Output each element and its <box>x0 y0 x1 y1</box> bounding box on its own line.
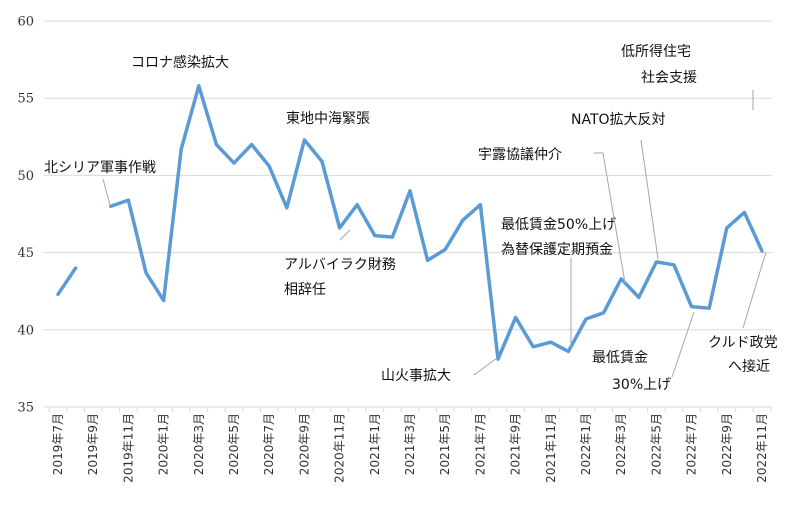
annotation-text: 社会支援 <box>641 70 697 86</box>
x-tick-label: 2021年7月 <box>473 413 487 475</box>
gridlines <box>44 20 772 408</box>
annotation-text: 相辞任 <box>284 282 326 298</box>
x-tick-label: 2021年1月 <box>368 413 382 475</box>
annotation-leader <box>339 229 351 241</box>
annotation: 北シリア軍事作戦 <box>44 160 156 206</box>
annotation-leader <box>473 357 498 376</box>
x-tick-label: 2022年7月 <box>685 413 699 475</box>
annotation-text: 東地中海緊張 <box>286 111 370 127</box>
y-tick-55: 55 <box>17 92 34 107</box>
series-line <box>56 266 78 297</box>
x-tick-label: 2021年3月 <box>403 413 417 475</box>
x-tick-label: 2020年1月 <box>157 413 171 475</box>
annotation-text: 宇露協議仲介 <box>478 146 562 163</box>
x-axis: 2019年7月 2019年9月 2019年11月 2020年1月 2020年3月 2020… <box>48 407 772 483</box>
x-tick-label: 2019年11月 <box>121 413 135 483</box>
annotation-text: 北シリア軍事作戦 <box>44 160 156 176</box>
y-tick-35: 35 <box>17 401 34 416</box>
x-tick-label: 2021年5月 <box>438 413 452 475</box>
x-tick-label: 2020年9月 <box>297 413 311 475</box>
annotation-leader <box>742 251 767 329</box>
y-tick-60: 60 <box>17 15 34 30</box>
annotation-leader <box>594 152 626 284</box>
annotation-leader <box>640 139 659 260</box>
x-tick-label: 2019年9月 <box>86 413 100 475</box>
annotation-leader <box>671 311 695 378</box>
y-tick-50: 50 <box>17 169 34 184</box>
y-tick-40: 40 <box>17 323 34 338</box>
series-line <box>109 84 764 361</box>
annotation-text: 最低賃金 <box>592 350 648 366</box>
x-tick-label: 2020年5月 <box>227 413 241 475</box>
x-tick-label: 2020年3月 <box>192 413 206 475</box>
y-tick-45: 45 <box>17 246 34 261</box>
x-tick-label: 2022年1月 <box>579 413 593 475</box>
annotation: コロナ感染拡大 <box>131 54 229 71</box>
x-tick-label: 2022年5月 <box>649 413 663 475</box>
annotation-text: 最低賃金50%上げ <box>501 217 616 233</box>
annotation-text: 30%上げ <box>612 377 671 393</box>
y-axis: 35 40 45 50 55 60 <box>17 15 34 416</box>
x-tick-label: 2022年3月 <box>614 413 628 475</box>
annotation: 東地中海緊張 <box>286 111 370 127</box>
x-tick-label: 2022年9月 <box>720 413 734 475</box>
annotation: 宇露協議仲介 <box>478 146 626 284</box>
annotation-text: アルバイラク財務 <box>284 257 396 273</box>
x-tick-label: 2021年11月 <box>544 413 558 483</box>
annotation: 最低賃金 30%上げ <box>592 311 695 393</box>
data-series <box>56 84 764 361</box>
annotation-text: 低所得住宅 <box>621 43 691 60</box>
x-tick-label: 2020年11月 <box>333 413 347 483</box>
annotation-text: 為替保護定期預金 <box>501 242 613 258</box>
x-tick-label: 2019年7月 <box>51 413 65 475</box>
annotation-text: NATO拡大反対 <box>571 112 666 128</box>
annotation: NATO拡大反対 <box>571 112 666 260</box>
annotation: 山火事拡大 <box>381 357 498 384</box>
annotation-text: コロナ感染拡大 <box>131 54 229 71</box>
x-tick-label: 2022年11月 <box>755 413 769 483</box>
annotation-text: へ接近 <box>728 358 770 375</box>
x-tick-label: 2020年7月 <box>262 413 276 475</box>
annotation-leader <box>102 178 111 206</box>
annotation-text: 山火事拡大 <box>381 368 451 384</box>
annotation-text: クルド政党 <box>708 335 778 351</box>
x-tick-label: 2021年9月 <box>509 413 523 475</box>
